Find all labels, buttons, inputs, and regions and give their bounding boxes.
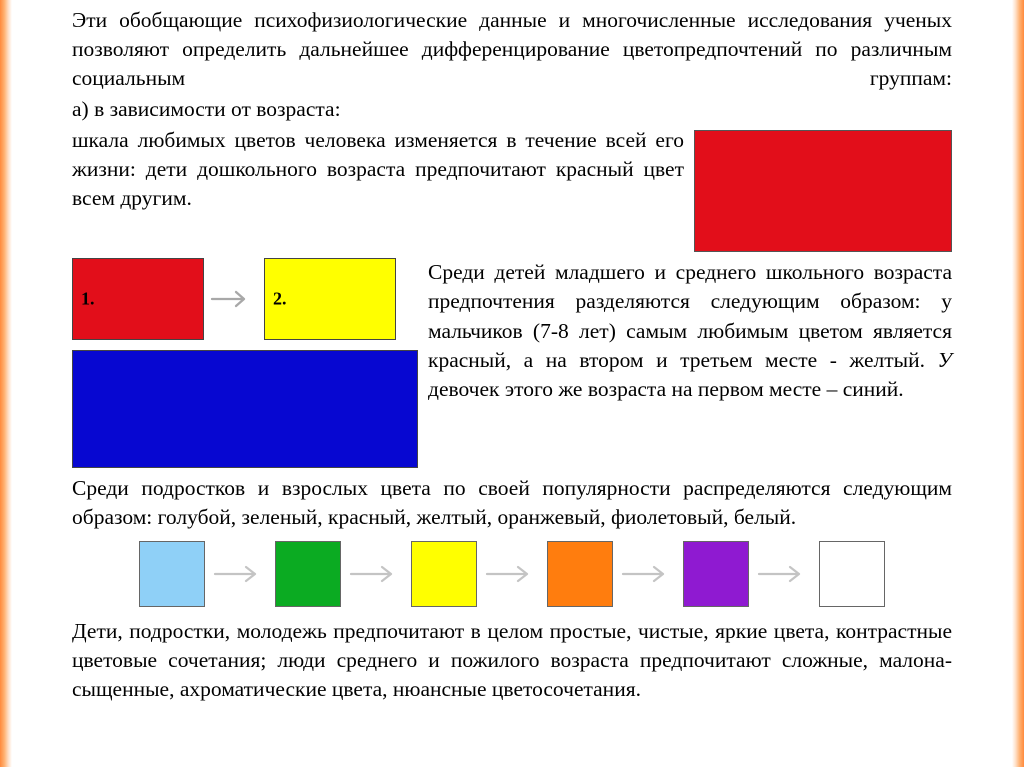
color-swatch bbox=[275, 541, 341, 607]
final-paragraph: Дети, подростки, молодежь предпочитают в… bbox=[72, 617, 952, 705]
color-swatch bbox=[683, 541, 749, 607]
adults-paragraph: Среди подростков и взрослых цвета по сво… bbox=[72, 474, 952, 532]
red-to-yellow-diagram: 1. 2. bbox=[72, 258, 418, 340]
arrow-icon bbox=[211, 564, 269, 584]
decorative-stripe-left bbox=[0, 0, 12, 767]
box-2-label: 2. bbox=[273, 289, 287, 310]
intro-subheading: а) в зависимости от возраста: bbox=[72, 95, 952, 124]
intro-paragraph: Эти обобщающие психофизиологические данн… bbox=[72, 6, 952, 93]
color-swatch bbox=[411, 541, 477, 607]
red-swatch-large bbox=[694, 130, 952, 252]
color-swatch bbox=[547, 541, 613, 607]
row-preschool: шкала любимых цветов человека изменяется… bbox=[72, 126, 952, 252]
diagram-column: 1. 2. bbox=[72, 258, 418, 468]
color-swatch bbox=[819, 541, 885, 607]
school-age-text: Среди детей младшего и среднего школьног… bbox=[428, 258, 952, 404]
blue-swatch-large bbox=[72, 350, 418, 468]
arrow-icon bbox=[755, 564, 813, 584]
box-1-label: 1. bbox=[81, 289, 95, 310]
arrow-icon bbox=[483, 564, 541, 584]
arrow-icon bbox=[619, 564, 677, 584]
box-1-red: 1. bbox=[72, 258, 204, 340]
slide-content: Эти обобщающие психофизиологические данн… bbox=[72, 6, 952, 704]
color-preference-scale bbox=[72, 541, 952, 607]
row-school-age: 1. 2. Среди детей младшего и среднего шк… bbox=[72, 258, 952, 468]
preschool-text: шкала любимых цветов человека изменяется… bbox=[72, 126, 684, 213]
decorative-stripe-right bbox=[1012, 0, 1024, 767]
arrow-icon bbox=[347, 564, 405, 584]
color-swatch bbox=[139, 541, 205, 607]
arrow-icon bbox=[210, 287, 258, 311]
box-2-yellow: 2. bbox=[264, 258, 396, 340]
